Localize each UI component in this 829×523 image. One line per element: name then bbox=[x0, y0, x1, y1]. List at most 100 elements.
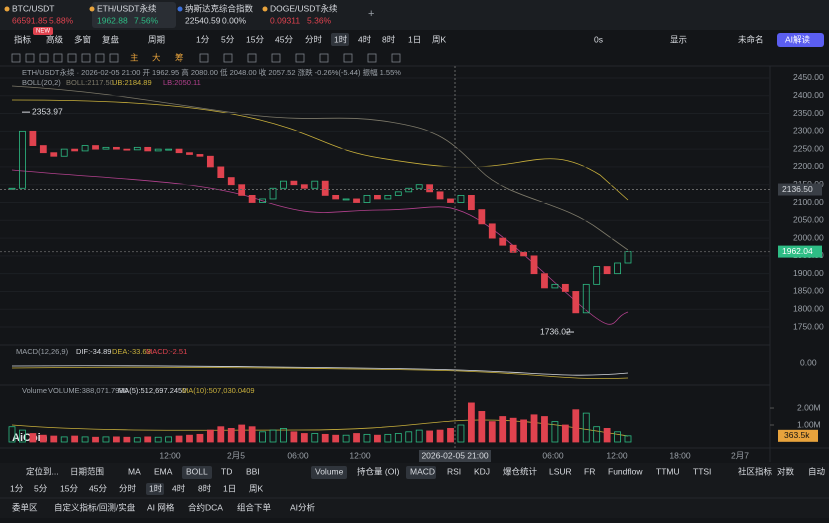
draw-tool[interactable] bbox=[247, 53, 257, 63]
draw-tool[interactable] bbox=[367, 53, 377, 63]
draw-tool[interactable] bbox=[25, 53, 35, 63]
indicator[interactable]: RSI bbox=[447, 466, 461, 476]
draw-tool[interactable] bbox=[81, 53, 91, 63]
toolbar-item[interactable]: 4时 bbox=[358, 34, 372, 44]
toolbar-item[interactable]: 高级 bbox=[46, 34, 64, 44]
panel-tab[interactable]: AI 网格 bbox=[147, 502, 175, 512]
draw-tool[interactable] bbox=[53, 53, 63, 63]
toolbar-item[interactable]: 1时 bbox=[334, 34, 348, 44]
tab-change[interactable]: 5.88% bbox=[49, 15, 74, 25]
toolbar-item[interactable]: 指标 bbox=[14, 34, 32, 44]
draw-tool[interactable] bbox=[199, 53, 209, 63]
tab-change[interactable]: 7.56% bbox=[134, 15, 159, 25]
toolbar-item[interactable]: 周K bbox=[432, 34, 447, 44]
indicator[interactable]: FR bbox=[584, 466, 595, 476]
indicator[interactable]: BBI bbox=[246, 466, 260, 476]
period[interactable]: 45分 bbox=[89, 483, 107, 493]
candle bbox=[436, 191, 444, 200]
indicator[interactable]: 社区指标 bbox=[738, 466, 773, 476]
indicator[interactable]: MA bbox=[128, 466, 141, 476]
toolbar-item[interactable]: 复盘 bbox=[102, 34, 120, 44]
tab-icon bbox=[262, 6, 268, 12]
draw-tool[interactable] bbox=[39, 53, 49, 63]
tab-name[interactable]: 纳斯达克综合指数 bbox=[185, 3, 254, 13]
candle bbox=[541, 273, 548, 289]
toolbar-item[interactable]: 45分 bbox=[275, 34, 293, 44]
y-tick-label: 1800.00 bbox=[793, 304, 824, 314]
ai-label[interactable]: AI解读 bbox=[785, 34, 811, 44]
period[interactable]: 周K bbox=[249, 483, 264, 493]
indicator[interactable]: 爆仓统计 bbox=[503, 466, 538, 476]
toolbar-right[interactable]: 0s bbox=[594, 34, 603, 44]
period[interactable]: 4时 bbox=[172, 483, 186, 493]
tab-name[interactable]: ETH/USDT永续 bbox=[97, 3, 157, 13]
toolbar-item[interactable]: 周期 bbox=[148, 34, 165, 44]
draw-item[interactable]: 筹 bbox=[175, 52, 184, 62]
indicator[interactable]: TD bbox=[221, 466, 232, 476]
add-tab[interactable]: + bbox=[368, 8, 374, 20]
draw-item[interactable]: 主 bbox=[130, 52, 139, 62]
draw-tool[interactable] bbox=[67, 53, 77, 63]
period[interactable]: 5分 bbox=[34, 483, 48, 493]
tab-price[interactable]: 22540.59 bbox=[185, 15, 221, 25]
indicator[interactable]: BOLL bbox=[186, 466, 208, 476]
indicator[interactable]: Volume bbox=[315, 466, 344, 476]
period[interactable]: 1日 bbox=[223, 483, 236, 493]
indicator[interactable]: 对数 bbox=[777, 466, 795, 476]
panel-tab[interactable]: 合约DCA bbox=[188, 502, 223, 512]
draw-tool[interactable] bbox=[11, 53, 21, 63]
panel-tab[interactable]: AI分析 bbox=[290, 502, 316, 512]
draw-tool[interactable] bbox=[271, 53, 281, 63]
period[interactable]: 8时 bbox=[198, 483, 212, 493]
toolbar-item[interactable]: 1分 bbox=[196, 34, 210, 44]
volume-bar bbox=[332, 434, 340, 443]
indicator[interactable]: 定位到... bbox=[26, 466, 59, 476]
period[interactable]: 分时 bbox=[119, 483, 137, 493]
draw-tool[interactable] bbox=[295, 53, 305, 63]
toolbar-right[interactable]: 未命名 bbox=[738, 34, 764, 44]
tab-price[interactable]: 66591.85 bbox=[12, 15, 48, 25]
draw-tool[interactable] bbox=[223, 53, 233, 63]
indicator[interactable]: 日期范围 bbox=[70, 466, 104, 476]
indicator[interactable]: LSUR bbox=[549, 466, 572, 476]
ai-button[interactable] bbox=[777, 33, 824, 47]
indicator[interactable]: TTMU bbox=[656, 466, 680, 476]
panel-tab[interactable]: 自定义指标/回测/实盘 bbox=[54, 502, 136, 512]
toolbar-item[interactable]: 分时 bbox=[305, 34, 323, 44]
tab-name[interactable]: BTC/USDT bbox=[12, 3, 55, 13]
toolbar-item[interactable]: 8时 bbox=[382, 34, 396, 44]
toolbar-right[interactable]: 显示 bbox=[670, 34, 687, 44]
indicator[interactable]: 自动 bbox=[808, 466, 826, 476]
candle bbox=[582, 283, 590, 314]
draw-tool[interactable] bbox=[95, 53, 105, 63]
indicator[interactable]: TTSI bbox=[693, 466, 711, 476]
tab-name[interactable]: DOGE/USDT永续 bbox=[270, 3, 338, 13]
period[interactable]: 15分 bbox=[60, 483, 78, 493]
candle bbox=[332, 194, 340, 200]
panel-tab[interactable]: 委单区 bbox=[12, 502, 38, 512]
draw-tool[interactable] bbox=[391, 53, 401, 63]
indicator[interactable]: KDJ bbox=[474, 466, 490, 476]
toolbar-item[interactable]: 多窗 bbox=[74, 34, 91, 44]
toolbar-item[interactable]: 5分 bbox=[221, 34, 235, 44]
draw-tool[interactable] bbox=[343, 53, 353, 63]
draw-tool[interactable] bbox=[319, 53, 329, 63]
draw-tool[interactable] bbox=[109, 53, 119, 63]
panel-tab[interactable]: 组合下单 bbox=[237, 502, 272, 512]
toolbar-item[interactable]: 1日 bbox=[408, 34, 421, 44]
candle bbox=[300, 184, 308, 189]
volume-bar bbox=[29, 433, 37, 443]
indicator[interactable]: Fundflow bbox=[608, 466, 643, 476]
tab-change[interactable]: 0.00% bbox=[222, 15, 247, 25]
indicator[interactable]: 持仓量 (OI) bbox=[357, 466, 400, 476]
period[interactable]: 1分 bbox=[10, 483, 24, 493]
toolbar-item[interactable]: 15分 bbox=[246, 34, 264, 44]
indicator[interactable]: EMA bbox=[154, 466, 173, 476]
period[interactable]: 1时 bbox=[149, 483, 163, 493]
tab-change[interactable]: 5.36% bbox=[307, 15, 332, 25]
draw-item[interactable]: 大 bbox=[152, 52, 161, 62]
indicator[interactable]: MACD bbox=[410, 466, 435, 476]
tab-price[interactable]: 1962.88 bbox=[97, 15, 128, 25]
tab-price[interactable]: 0.09311 bbox=[270, 15, 300, 25]
